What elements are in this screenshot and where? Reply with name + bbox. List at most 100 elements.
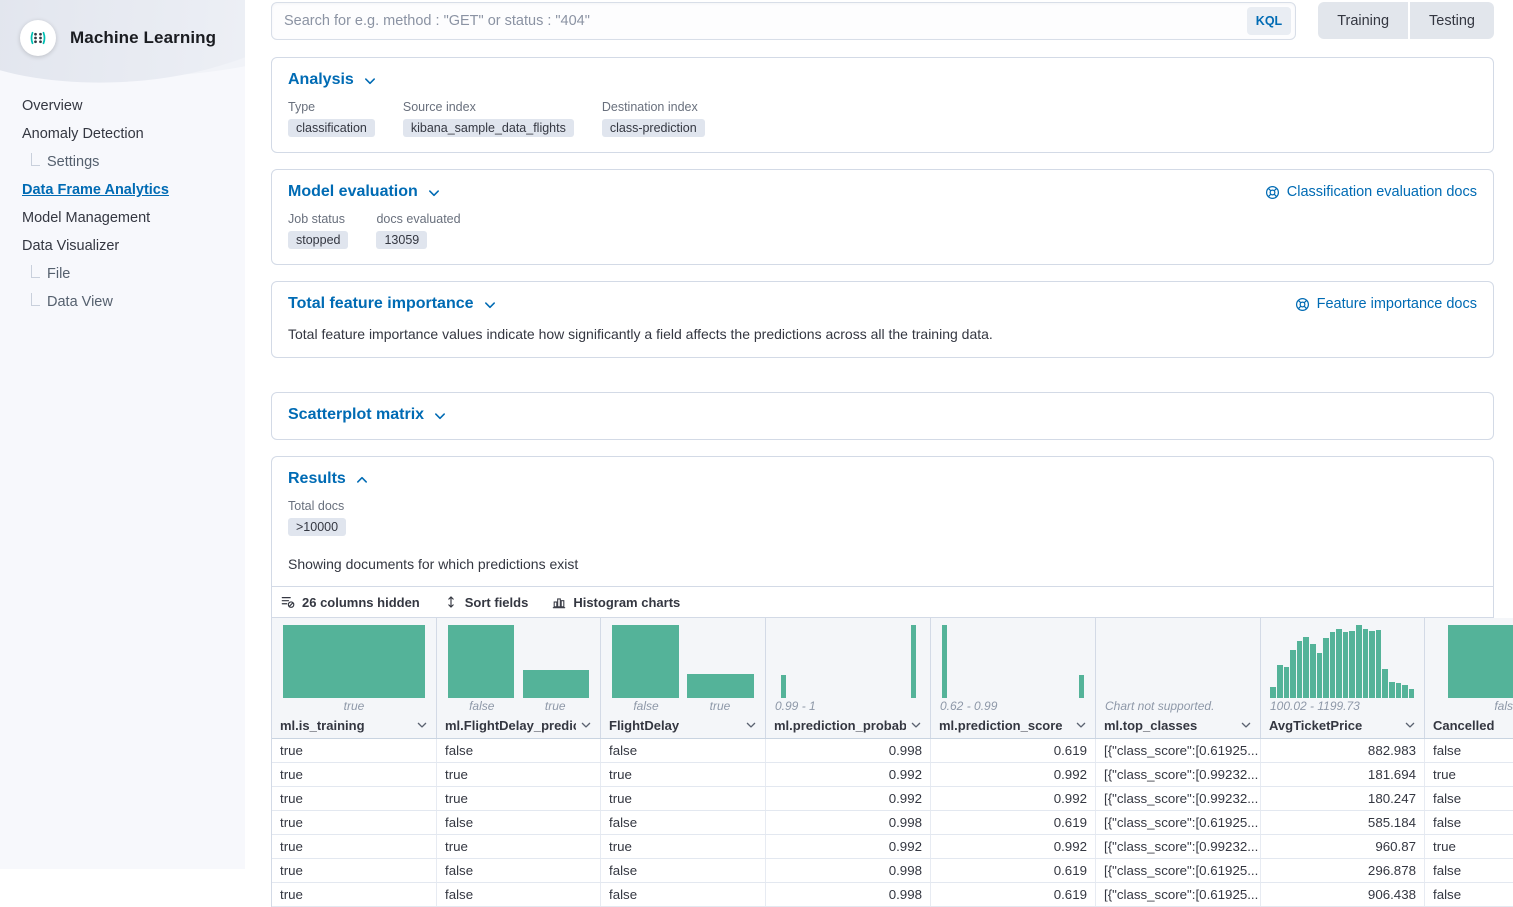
grid-cell-ml-prediction-probabilit[interactable]: 0.992 bbox=[766, 787, 931, 810]
field-value-badge: kibana_sample_data_flights bbox=[403, 119, 574, 137]
testing-button[interactable]: Testing bbox=[1410, 2, 1494, 39]
grid-cell-ml-prediction-score[interactable]: 0.619 bbox=[931, 859, 1096, 882]
grid-cell-ml-top-classes[interactable]: [{"class_score":[0.61925... bbox=[1096, 739, 1261, 762]
analysis-title: Analysis bbox=[288, 71, 354, 89]
grid-cell-ml-flightdelay-predictio[interactable]: false bbox=[437, 859, 601, 882]
grid-cell-ml-is-training[interactable]: true bbox=[272, 835, 437, 858]
model-evaluation-panel-toggle[interactable]: Model evaluation bbox=[288, 183, 441, 201]
grid-cell-avgticketprice[interactable]: 585.184 bbox=[1261, 811, 1425, 834]
grid-cell-ml-is-training[interactable]: true bbox=[272, 739, 437, 762]
histogram-charts-button[interactable]: Histogram charts bbox=[552, 595, 680, 610]
grid-cell-avgticketprice[interactable]: 296.878 bbox=[1261, 859, 1425, 882]
grid-cell-ml-is-training[interactable]: true bbox=[272, 763, 437, 786]
grid-cell-ml-is-training[interactable]: true bbox=[272, 811, 437, 834]
sidebar-item-overview[interactable]: Overview bbox=[22, 92, 245, 120]
histogram-caption-row: false bbox=[1433, 699, 1513, 714]
grid-cell-ml-top-classes[interactable]: [{"class_score":[0.61925... bbox=[1096, 811, 1261, 834]
sidebar-item-settings[interactable]: Settings bbox=[22, 148, 245, 176]
sort-fields-button[interactable]: Sort fields bbox=[444, 595, 529, 610]
sidebar-item-data-frame-analytics[interactable]: Data Frame Analytics bbox=[22, 176, 245, 204]
grid-cell-cancelled[interactable]: false bbox=[1425, 883, 1513, 906]
grid-cell-avgticketprice[interactable]: 180.247 bbox=[1261, 787, 1425, 810]
sidebar-item-anomaly-detection[interactable]: Anomaly Detection bbox=[22, 120, 245, 148]
machine-learning-logo-icon bbox=[20, 20, 56, 56]
grid-cell-avgticketprice[interactable]: 906.438 bbox=[1261, 883, 1425, 906]
grid-cell-ml-prediction-score[interactable]: 0.619 bbox=[931, 883, 1096, 906]
histogram-bar bbox=[283, 625, 425, 698]
grid-cell-flightdelay[interactable]: true bbox=[601, 787, 766, 810]
feature-importance-docs-link[interactable]: Feature importance docs bbox=[1295, 296, 1477, 312]
grid-cell-ml-prediction-score[interactable]: 0.619 bbox=[931, 739, 1096, 762]
grid-cell-cancelled[interactable]: false bbox=[1425, 811, 1513, 834]
grid-cell-cancelled[interactable]: false bbox=[1425, 739, 1513, 762]
grid-cell-avgticketprice[interactable]: 882.983 bbox=[1261, 739, 1425, 762]
grid-cell-ml-prediction-probabilit[interactable]: 0.998 bbox=[766, 811, 931, 834]
grid-cell-ml-top-classes[interactable]: [{"class_score":[0.99232... bbox=[1096, 835, 1261, 858]
grid-cell-ml-flightdelay-predictio[interactable]: true bbox=[437, 763, 601, 786]
columns-hidden-button[interactable]: 26 columns hidden bbox=[281, 595, 420, 610]
grid-cell-ml-is-training[interactable]: true bbox=[272, 859, 437, 882]
grid-cell-ml-top-classes[interactable]: [{"class_score":[0.99232... bbox=[1096, 787, 1261, 810]
field-value-badge: classification bbox=[288, 119, 375, 137]
sidebar-item-data-view[interactable]: Data View bbox=[22, 288, 245, 316]
grid-cell-ml-prediction-score[interactable]: 0.992 bbox=[931, 787, 1096, 810]
grid-cell-cancelled[interactable]: false bbox=[1425, 787, 1513, 810]
grid-cell-ml-prediction-probabilit[interactable]: 0.992 bbox=[766, 763, 931, 786]
grid-cell-ml-flightdelay-predictio[interactable]: true bbox=[437, 787, 601, 810]
grid-cell-ml-flightdelay-predictio[interactable]: false bbox=[437, 811, 601, 834]
grid-cell-ml-is-training[interactable]: true bbox=[272, 787, 437, 810]
column-header-cancelled[interactable]: falseCancelled bbox=[1425, 618, 1513, 738]
sidebar-item-file[interactable]: File bbox=[22, 260, 245, 288]
histogram-bar bbox=[1270, 687, 1276, 698]
sidebar-item-data-visualizer[interactable]: Data Visualizer bbox=[22, 232, 245, 260]
grid-cell-flightdelay[interactable]: true bbox=[601, 835, 766, 858]
grid-cell-ml-prediction-score[interactable]: 0.992 bbox=[931, 835, 1096, 858]
histogram-bar bbox=[1389, 682, 1395, 698]
scatterplot-matrix-panel-toggle[interactable]: Scatterplot matrix bbox=[288, 406, 447, 424]
column-header-ml-top-classes[interactable]: Chart not supported.ml.top_classes bbox=[1096, 618, 1261, 738]
grid-cell-flightdelay[interactable]: false bbox=[601, 811, 766, 834]
feature-importance-panel-toggle[interactable]: Total feature importance bbox=[288, 295, 497, 313]
analysis-panel-toggle[interactable]: Analysis bbox=[288, 71, 377, 89]
chevron-down-icon bbox=[1075, 719, 1087, 731]
grid-cell-ml-top-classes[interactable]: [{"class_score":[0.99232... bbox=[1096, 763, 1261, 786]
search-input[interactable] bbox=[271, 2, 1296, 40]
grid-cell-cancelled[interactable]: false bbox=[1425, 859, 1513, 882]
grid-cell-ml-prediction-probabilit[interactable]: 0.992 bbox=[766, 835, 931, 858]
grid-cell-ml-prediction-score[interactable]: 0.992 bbox=[931, 763, 1096, 786]
histogram-caption: Chart not supported. bbox=[1105, 699, 1214, 713]
grid-cell-ml-prediction-probabilit[interactable]: 0.998 bbox=[766, 739, 931, 762]
grid-cell-avgticketprice[interactable]: 960.87 bbox=[1261, 835, 1425, 858]
classification-evaluation-docs-link[interactable]: Classification evaluation docs bbox=[1265, 184, 1477, 200]
histogram-caption: false bbox=[469, 699, 494, 713]
grid-cell-ml-flightdelay-predictio[interactable]: false bbox=[437, 883, 601, 906]
kql-button[interactable]: KQL bbox=[1247, 7, 1291, 35]
grid-cell-cancelled[interactable]: true bbox=[1425, 763, 1513, 786]
histogram-bar bbox=[1376, 630, 1382, 698]
grid-cell-flightdelay[interactable]: false bbox=[601, 859, 766, 882]
grid-cell-flightdelay[interactable]: false bbox=[601, 883, 766, 906]
grid-cell-cancelled[interactable]: true bbox=[1425, 835, 1513, 858]
sidebar-item-model-management[interactable]: Model Management bbox=[22, 204, 245, 232]
training-button[interactable]: Training bbox=[1318, 2, 1408, 39]
grid-cell-ml-flightdelay-predictio[interactable]: true bbox=[437, 835, 601, 858]
grid-cell-flightdelay[interactable]: true bbox=[601, 763, 766, 786]
sidebar-item-label: Data Frame Analytics bbox=[22, 176, 169, 204]
grid-cell-ml-top-classes[interactable]: [{"class_score":[0.61925... bbox=[1096, 859, 1261, 882]
grid-cell-ml-prediction-score[interactable]: 0.619 bbox=[931, 811, 1096, 834]
results-panel-toggle[interactable]: Results bbox=[288, 470, 369, 488]
grid-cell-ml-flightdelay-predictio[interactable]: false bbox=[437, 739, 601, 762]
grid-cell-ml-top-classes[interactable]: [{"class_score":[0.61925... bbox=[1096, 883, 1261, 906]
grid-cell-flightdelay[interactable]: false bbox=[601, 739, 766, 762]
grid-cell-ml-prediction-probabilit[interactable]: 0.998 bbox=[766, 859, 931, 882]
grid-cell-ml-is-training[interactable]: true bbox=[272, 883, 437, 906]
grid-cell-avgticketprice[interactable]: 181.694 bbox=[1261, 763, 1425, 786]
grid-cell-ml-prediction-probabilit[interactable]: 0.998 bbox=[766, 883, 931, 906]
column-header-ml-prediction-probabilit[interactable]: 0.99 - 1ml.prediction_probabilit bbox=[766, 618, 931, 738]
